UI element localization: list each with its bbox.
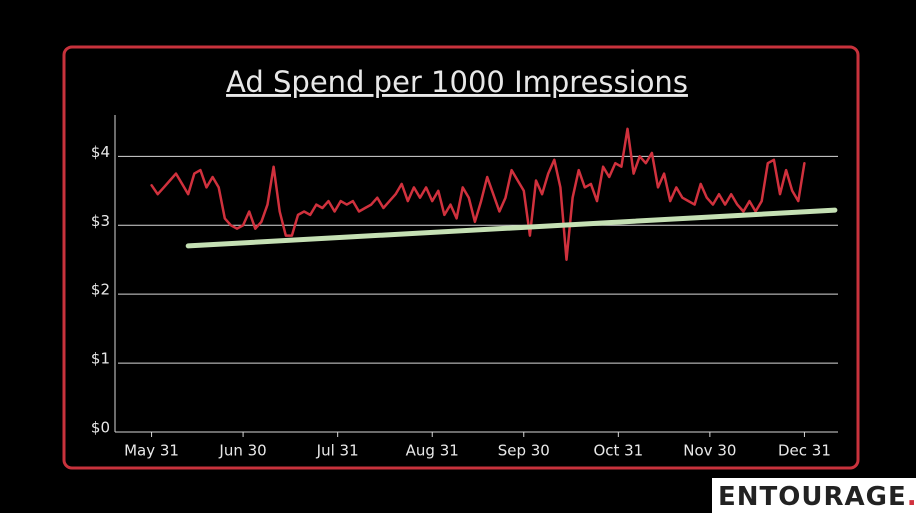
x-tick-label: Nov 30 [683,442,736,460]
trend-line [185,207,838,249]
chart-frame [62,45,860,470]
y-tick-label: $3 [91,212,110,230]
y-tick-label: $2 [91,281,110,299]
x-tick-label: May 31 [124,442,179,460]
x-tick-label: Oct 31 [593,442,643,460]
x-tick-label: Jul 31 [316,442,359,460]
x-tick-label: Sep 30 [498,442,550,460]
x-tick-label: Dec 31 [778,442,831,460]
chart-title: Ad Spend per 1000 Impressions [226,65,688,99]
logo: ENTOURAGE. [718,482,916,512]
x-tick-label: Aug 31 [406,442,459,460]
logo-box [712,478,916,513]
y-tick-label: $0 [91,419,110,437]
data-line [150,127,806,261]
y-tick-label: $1 [91,350,110,368]
logo-dot: . [907,482,916,512]
x-tick-label: Jun 30 [218,442,266,460]
logo-text: ENTOURAGE [718,482,907,512]
y-tick-label: $4 [91,143,110,161]
